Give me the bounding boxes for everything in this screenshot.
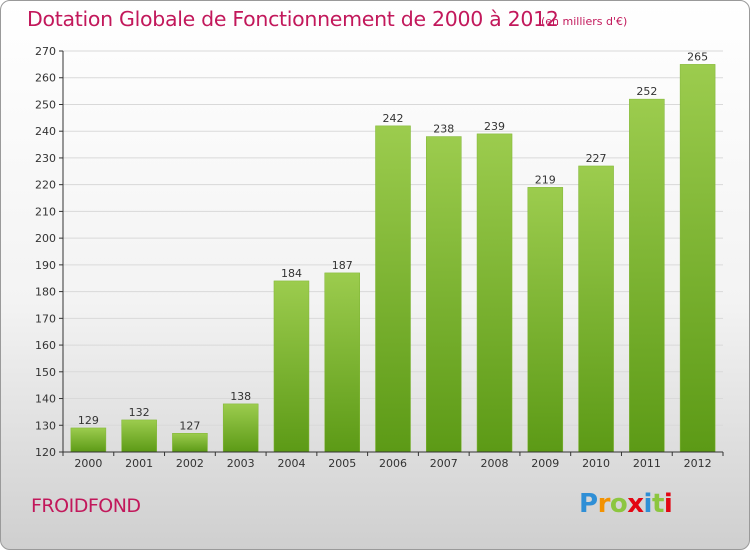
value-label: 227 <box>586 152 607 165</box>
commune-name: FROIDFOND <box>31 495 141 517</box>
x-tick-label: 2012 <box>684 457 712 470</box>
x-tick-label: 2007 <box>430 457 458 470</box>
y-tick-label: 140 <box>35 393 56 406</box>
bar-2011 <box>629 98 665 453</box>
axes <box>59 50 724 456</box>
value-label: 129 <box>78 414 99 427</box>
x-tick-label: 2001 <box>125 457 153 470</box>
y-tick-label: 230 <box>35 152 56 165</box>
y-tick-label: 150 <box>35 366 56 379</box>
bar-2009 <box>527 187 564 453</box>
y-tick-label: 160 <box>35 339 56 352</box>
value-label: 252 <box>636 85 657 98</box>
bar-2004 <box>273 280 310 453</box>
value-label: 265 <box>687 50 708 63</box>
y-tick-label: 120 <box>35 446 56 459</box>
logo-letter: t <box>651 489 664 519</box>
x-tick-label: 2009 <box>531 457 559 470</box>
bar-2010 <box>578 165 614 453</box>
logo-letter: o <box>609 489 628 519</box>
x-tick-label: 2003 <box>227 457 255 470</box>
bar-2007 <box>426 136 462 453</box>
value-label: 219 <box>535 173 556 186</box>
bar-2000 <box>70 427 107 453</box>
y-tick-label: 190 <box>35 259 56 272</box>
x-tick-label: 2010 <box>582 457 610 470</box>
value-label: 238 <box>433 123 454 136</box>
x-tick-label: 2005 <box>328 457 356 470</box>
bar-2002 <box>172 433 208 453</box>
y-tick-label: 180 <box>35 286 56 299</box>
x-tick-label: 2000 <box>74 457 102 470</box>
bar-2001 <box>121 419 157 453</box>
x-tick-label: 2002 <box>176 457 204 470</box>
bar-2008 <box>476 133 513 453</box>
value-label: 132 <box>129 406 150 419</box>
y-tick-label: 130 <box>35 419 56 432</box>
chart-subtitle: (en milliers d'€) <box>541 15 628 28</box>
y-tick-label: 240 <box>35 125 56 138</box>
value-label: 187 <box>332 259 353 272</box>
value-label: 184 <box>281 267 302 280</box>
y-tick-label: 200 <box>35 232 56 245</box>
chart-title: Dotation Globale de Fonctionnement de 20… <box>27 7 559 31</box>
y-tick-label: 170 <box>35 312 56 325</box>
logo-letter: x <box>627 489 644 519</box>
y-tick-label: 220 <box>35 179 56 192</box>
x-tick-label: 2004 <box>277 457 305 470</box>
y-tick-label: 270 <box>35 45 56 58</box>
proxiti-logo: Proxiti <box>579 489 673 519</box>
labels: 120 130 140 150 160 170 180 190 200 210 220 230 240 2… <box>35 45 712 470</box>
y-tick-label: 260 <box>35 72 56 85</box>
value-label: 239 <box>484 120 505 133</box>
x-tick-label: 2006 <box>379 457 407 470</box>
value-label: 242 <box>383 112 404 125</box>
bar-2005 <box>324 272 360 453</box>
value-label: 127 <box>179 419 200 432</box>
logo-letter: r <box>597 489 611 519</box>
logo-letter: P <box>579 489 598 519</box>
bar-2003 <box>222 403 259 453</box>
x-tick-label: 2008 <box>481 457 509 470</box>
bar-2012 <box>679 64 716 453</box>
y-tick-label: 250 <box>35 98 56 111</box>
y-tick-label: 210 <box>35 205 56 218</box>
logo-letter: i <box>663 489 673 519</box>
value-label: 138 <box>230 390 251 403</box>
bar-2006 <box>375 125 411 453</box>
x-tick-label: 2011 <box>633 457 661 470</box>
logo-letter: i <box>643 489 653 519</box>
